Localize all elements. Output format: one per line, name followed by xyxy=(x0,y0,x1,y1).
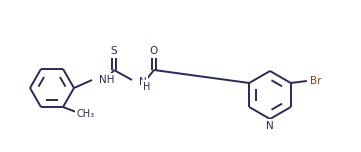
Text: N: N xyxy=(139,77,147,87)
Text: Br: Br xyxy=(310,76,322,86)
Text: S: S xyxy=(111,46,117,56)
Text: O: O xyxy=(150,46,158,56)
Text: NH: NH xyxy=(99,75,114,85)
Text: N: N xyxy=(266,121,274,131)
Text: H: H xyxy=(143,82,151,92)
Text: CH₃: CH₃ xyxy=(77,109,95,119)
